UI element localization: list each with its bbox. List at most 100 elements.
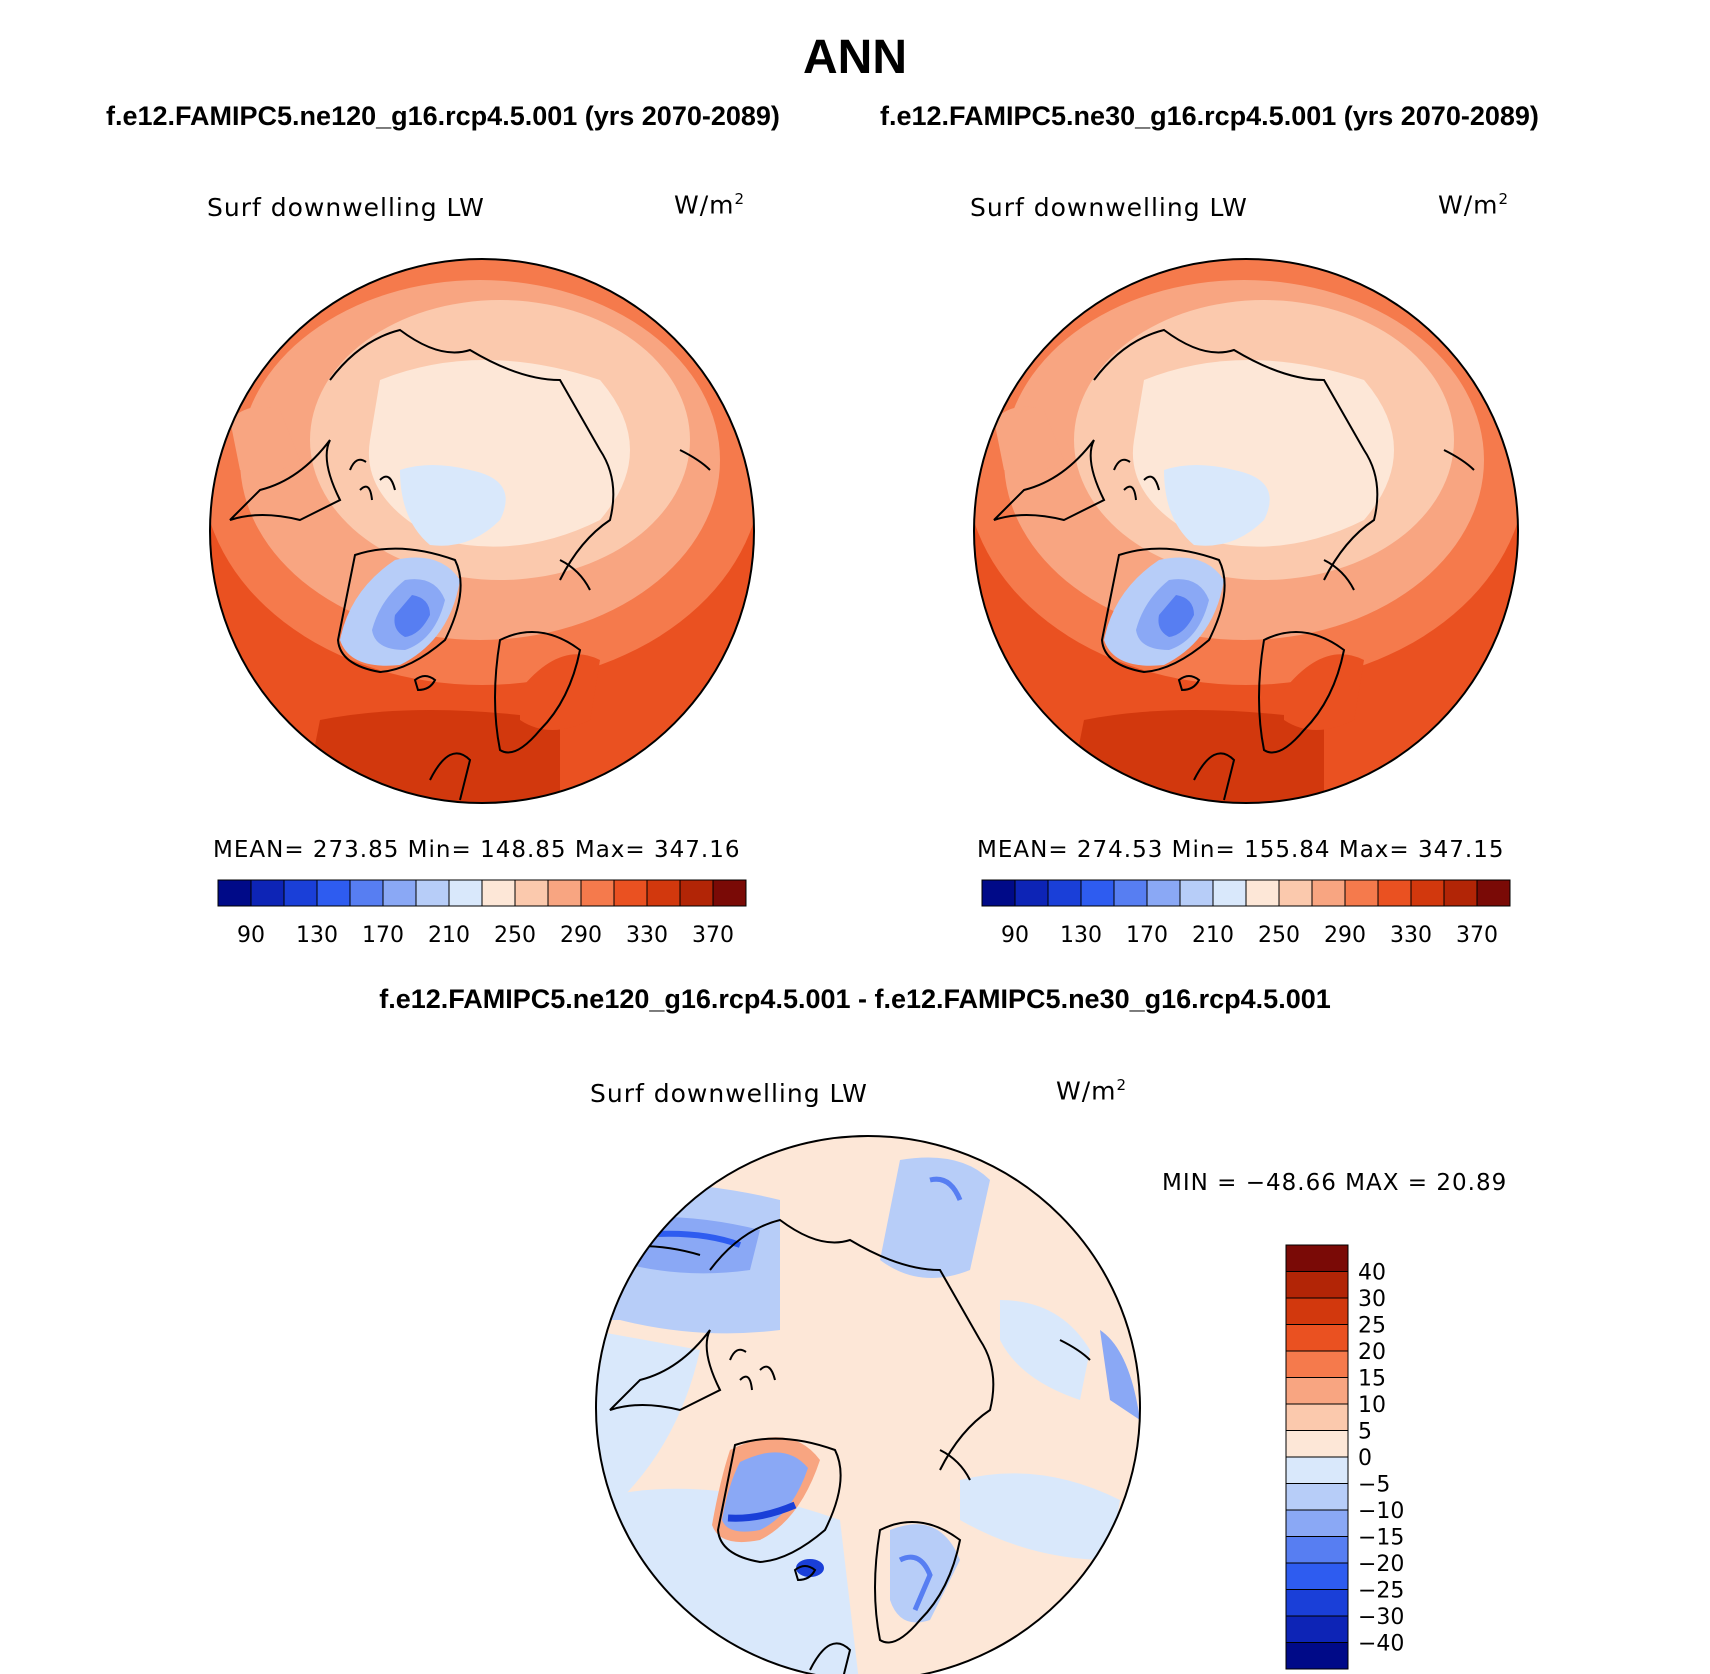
panel1-colorbar-box xyxy=(547,879,582,907)
panel2-colorbar-box xyxy=(1179,879,1214,907)
panel1-colorbar-tick-label: 250 xyxy=(494,923,536,948)
panel2-colorbar-box xyxy=(981,879,1016,907)
panel3-colorbar-box xyxy=(1285,1562,1349,1590)
panel1-colorbar-tick-label: 290 xyxy=(560,923,602,948)
panel2-units-label: W/m2 xyxy=(1438,190,1510,220)
page-title: ANN xyxy=(803,31,907,84)
panel1-colorbar-tick-label: 130 xyxy=(296,923,338,948)
panel3-colorbar-box xyxy=(1285,1271,1349,1299)
panel3-colorbar-tick-label: 40 xyxy=(1358,1261,1386,1286)
panel2-stats: MEAN= 274.53 Min= 155.84 Max= 347.15 xyxy=(977,837,1505,863)
panel1-colorbar-tick-label: 170 xyxy=(362,923,404,948)
panel3-colorbar-tick-label: −25 xyxy=(1358,1579,1404,1604)
panel2-colorbar-box xyxy=(1014,879,1049,907)
panel1-colorbar-box xyxy=(646,879,681,907)
panel3-colorbar-tick-label: 5 xyxy=(1358,1420,1372,1445)
panel2-colorbar-box xyxy=(1443,879,1478,907)
panel1-colorbar-box xyxy=(514,879,549,907)
panel1-colorbar-box xyxy=(349,879,384,907)
panel1-colorbar-box xyxy=(217,879,252,907)
panel2-colorbar-tick-label: 130 xyxy=(1060,923,1102,948)
panel2-colorbar-box xyxy=(1080,879,1115,907)
panel2-colorbar-box xyxy=(1278,879,1313,907)
panel3-colorbar-box xyxy=(1285,1483,1349,1511)
panel3-colorbar-tick-label: 0 xyxy=(1358,1446,1372,1471)
panel1-colorbar-box xyxy=(679,879,714,907)
panel2-map xyxy=(974,259,1518,803)
panel2-colorbar-box xyxy=(1377,879,1412,907)
panel1-colorbar-box xyxy=(580,879,615,907)
panel2-colorbar-box xyxy=(1311,879,1346,907)
panel2-colorbar-tick-label: 330 xyxy=(1390,923,1432,948)
panel1-colorbar-box xyxy=(712,879,747,907)
panel2-colorbar-box xyxy=(1245,879,1280,907)
panel3-colorbar-box xyxy=(1285,1350,1349,1378)
panel1-colorbar-tick-label: 90 xyxy=(237,923,265,948)
panel2-colorbar-box xyxy=(1146,879,1181,907)
panel2-colorbar-box xyxy=(1113,879,1148,907)
panel3-minmax: MIN = −48.66 MAX = 20.89 xyxy=(1162,1170,1508,1196)
panel3-colorbar-tick-label: −40 xyxy=(1358,1632,1404,1657)
panel2-colorbar-tick-label: 90 xyxy=(1001,923,1029,948)
case-title-left: f.e12.FAMIPC5.ne120_g16.rcp4.5.001 (yrs … xyxy=(106,101,780,131)
panel3-colorbar-box xyxy=(1285,1456,1349,1484)
panel2-colorbar-box xyxy=(1212,879,1247,907)
panel1-colorbar-box xyxy=(613,879,648,907)
panel3-colorbar-tick-label: 20 xyxy=(1358,1340,1386,1365)
panel3-colorbar-tick-label: −20 xyxy=(1358,1552,1404,1577)
panel3-colorbar-box xyxy=(1285,1297,1349,1325)
panel3-colorbar-tick-label: 25 xyxy=(1358,1314,1386,1339)
panel2-colorbar-tick-label: 250 xyxy=(1258,923,1300,948)
panel3-colorbar-tick-label: 30 xyxy=(1358,1287,1386,1312)
panel1-colorbar-box xyxy=(415,879,450,907)
panel3-colorbar-box xyxy=(1285,1536,1349,1564)
panel3-colorbar-box xyxy=(1285,1430,1349,1458)
panel2-colorbar-tick-label: 370 xyxy=(1456,923,1498,948)
case-title-right: f.e12.FAMIPC5.ne30_g16.rcp4.5.001 (yrs 2… xyxy=(880,101,1539,131)
panel3-colorbar-box xyxy=(1285,1403,1349,1431)
panel3-colorbar-tick-label: −5 xyxy=(1358,1473,1390,1498)
panel2-colorbar-box xyxy=(1410,879,1445,907)
panel3-colorbar-tick-label: 10 xyxy=(1358,1393,1386,1418)
panel2-colorbar-tick-label: 170 xyxy=(1126,923,1168,948)
panel2-colorbar-tick-label: 210 xyxy=(1192,923,1234,948)
panel1-variable-label: Surf downwelling LW xyxy=(207,193,485,222)
panel1-stats: MEAN= 273.85 Min= 148.85 Max= 347.16 xyxy=(213,837,741,863)
panel3-colorbar-box xyxy=(1285,1509,1349,1537)
panel3-colorbar-box xyxy=(1285,1244,1349,1272)
panel3-variable-label: Surf downwelling LW xyxy=(590,1079,868,1108)
panel1-colorbar-box xyxy=(316,879,351,907)
panel3-map xyxy=(596,1136,1140,1674)
panel1-colorbar-box xyxy=(382,879,417,907)
panel1-colorbar-box xyxy=(481,879,516,907)
panel3-colorbar-box xyxy=(1285,1589,1349,1617)
panel2-colorbar-box xyxy=(1476,879,1511,907)
panel1-colorbar: 90 130 170 210 250 290 330 370 xyxy=(217,879,747,948)
panel3-colorbar-box xyxy=(1285,1377,1349,1405)
panel1-colorbar-box xyxy=(250,879,285,907)
panel1-colorbar-tick-label: 210 xyxy=(428,923,470,948)
panel3-units-label: W/m2 xyxy=(1056,1076,1128,1106)
panel1-colorbar-box xyxy=(283,879,318,907)
panel2-colorbar: 90 130 170 210 250 290 330 370 xyxy=(981,879,1511,948)
panel1-map xyxy=(210,259,754,803)
panel3-colorbar-box xyxy=(1285,1324,1349,1352)
panel3-colorbar-tick-label: −10 xyxy=(1358,1499,1404,1524)
panel1-colorbar-tick-label: 330 xyxy=(626,923,668,948)
panel2-coastlines xyxy=(993,328,1475,801)
panel3-colorbar-box xyxy=(1285,1615,1349,1643)
panel1-units-label: W/m2 xyxy=(674,190,746,220)
panel2-colorbar-box xyxy=(1047,879,1082,907)
panel1-coastlines xyxy=(229,328,711,801)
panel2-colorbar-box xyxy=(1344,879,1379,907)
panel3-colorbar-box xyxy=(1285,1642,1349,1670)
panel1-colorbar-tick-label: 370 xyxy=(692,923,734,948)
panel3-colorbar-tick-label: −15 xyxy=(1358,1526,1404,1551)
panel3-colorbar-tick-label: 15 xyxy=(1358,1367,1386,1392)
panel2-variable-label: Surf downwelling LW xyxy=(970,193,1248,222)
panel2-colorbar-tick-label: 290 xyxy=(1324,923,1366,948)
difference-title: f.e12.FAMIPC5.ne120_g16.rcp4.5.001 - f.e… xyxy=(379,984,1331,1014)
panel1-colorbar-box xyxy=(448,879,483,907)
